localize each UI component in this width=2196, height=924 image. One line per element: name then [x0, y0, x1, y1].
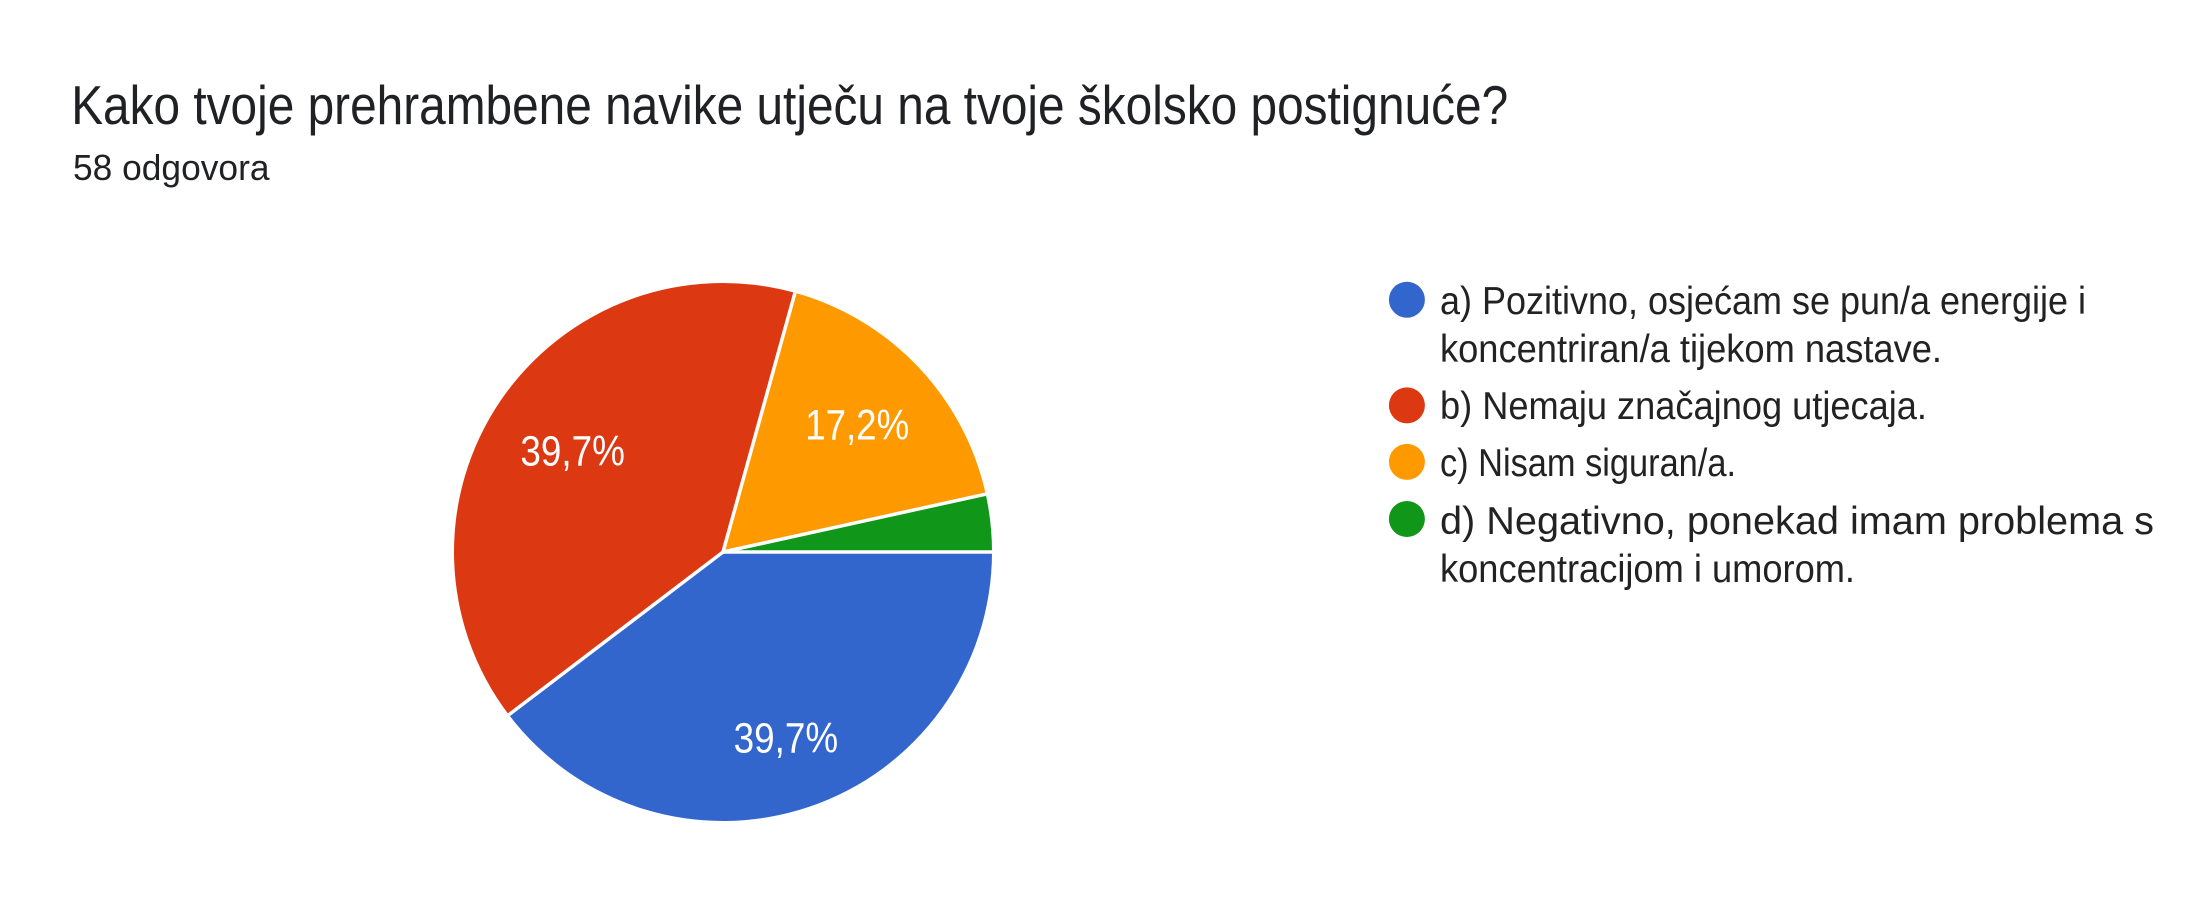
- svg-text:koncentracijom i umorom.: koncentracijom i umorom.: [1440, 548, 1855, 591]
- svg-text:a) Pozitivno, osjećam se pun/a: a) Pozitivno, osjećam se pun/a energije …: [1440, 280, 2086, 323]
- svg-text:c) Nisam siguran/a.: c) Nisam siguran/a.: [1440, 442, 1736, 485]
- svg-text:39,7%: 39,7%: [520, 427, 625, 475]
- svg-text:koncentriran/a tijekom nastave: koncentriran/a tijekom nastave.: [1440, 328, 1942, 371]
- svg-text:b) Nemaju značajnog utjecaja.: b) Nemaju značajnog utjecaja.: [1440, 385, 1927, 428]
- svg-text:17,2%: 17,2%: [805, 402, 909, 450]
- svg-text:39,7%: 39,7%: [734, 714, 839, 762]
- svg-text:Kako tvoje prehrambene navike: Kako tvoje prehrambene navike utječu na …: [71, 74, 1508, 136]
- svg-text:d) Negativno, ponekad imam pro: d) Negativno, ponekad imam problema s: [1440, 500, 2154, 543]
- svg-text:58 odgovora: 58 odgovora: [73, 147, 270, 188]
